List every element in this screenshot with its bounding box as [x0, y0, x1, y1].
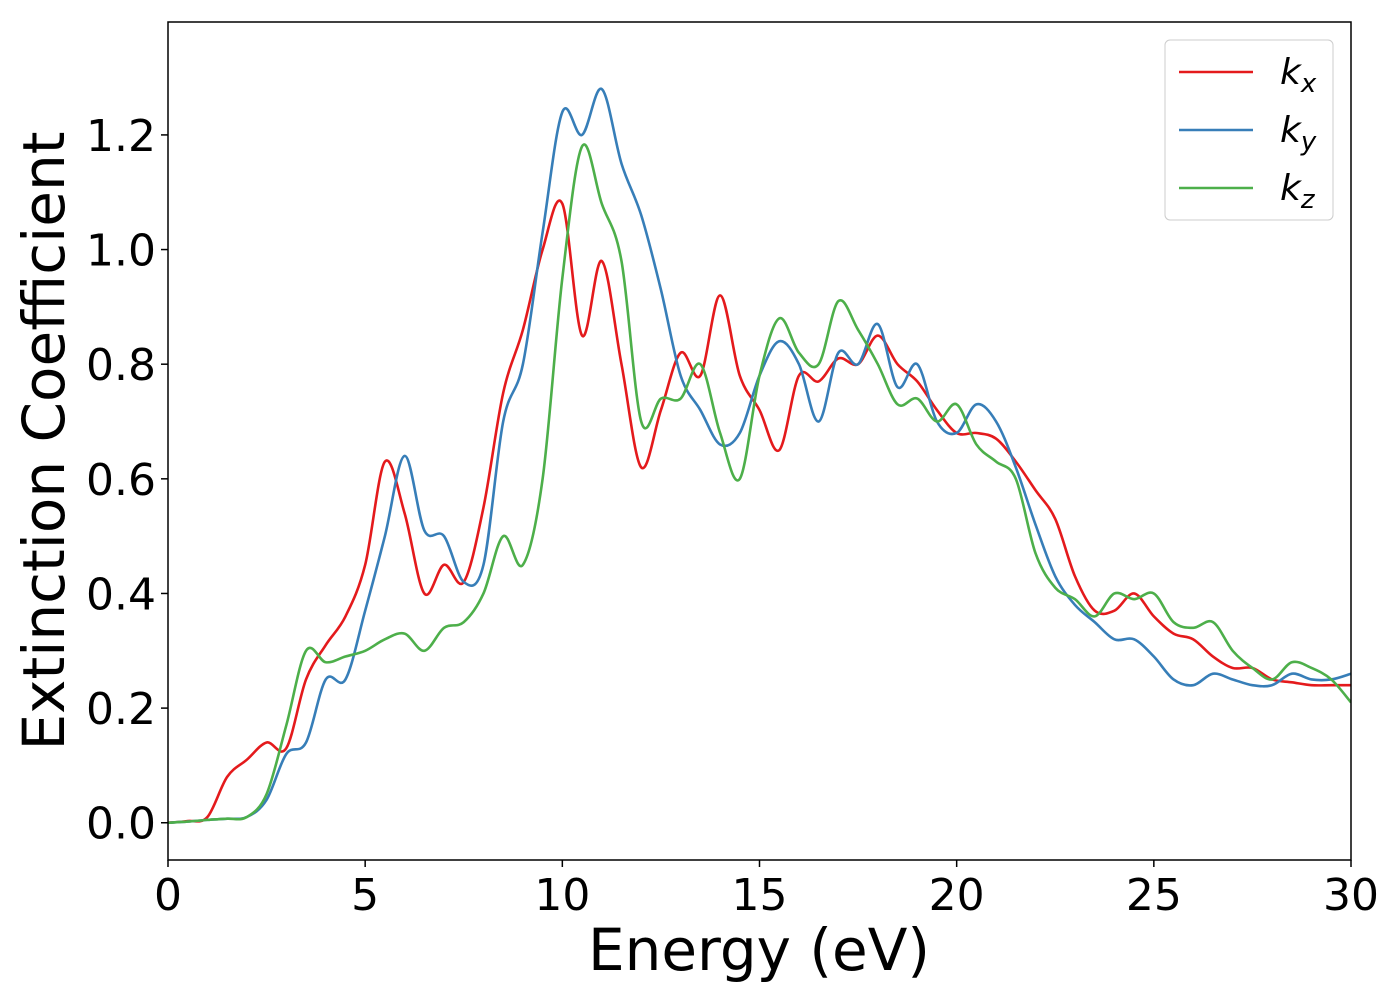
series-line: [168, 143, 1351, 825]
plot-frame: [167, 21, 1352, 861]
y-tick-label: 0.6: [86, 455, 156, 506]
legend-label: kz: [1280, 168, 1316, 215]
y-tick-label: 0.0: [86, 799, 156, 850]
x-tick-label: 30: [1323, 870, 1379, 921]
y-tick-label: 0.4: [86, 569, 156, 620]
x-axis-label: Energy (eV): [588, 916, 930, 984]
x-tick-label: 15: [732, 870, 788, 921]
legend-label: kx: [1280, 52, 1317, 99]
series-line: [168, 87, 1351, 825]
x-tick-label: 25: [1126, 870, 1182, 921]
y-tick-label: 1.0: [86, 226, 156, 277]
y-tick-label: 0.2: [86, 684, 156, 735]
y-axis-label: Extinction Coefficient: [10, 132, 78, 751]
legend-label: ky: [1280, 110, 1317, 157]
series-line: [168, 199, 1351, 825]
x-tick-label: 10: [534, 870, 590, 921]
x-tick-label: 5: [351, 870, 379, 921]
y-tick-label: 0.8: [86, 340, 156, 391]
y-tick-label: 1.2: [86, 111, 156, 162]
x-tick-label: 0: [154, 870, 182, 921]
x-tick-label: 20: [929, 870, 985, 921]
